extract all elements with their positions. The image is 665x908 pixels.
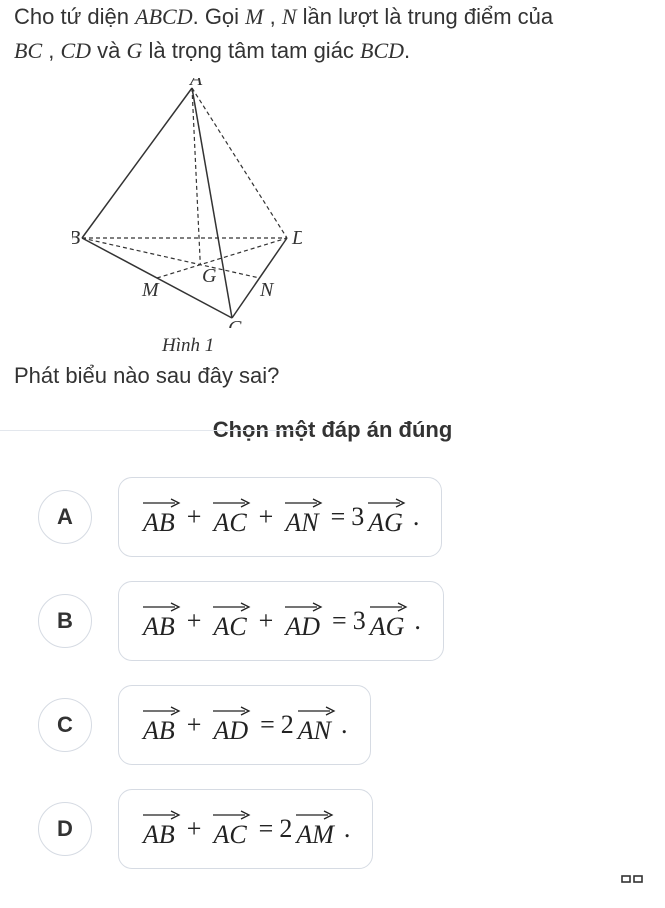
options-list: A AB + AC + AN = 3AG . B AB + AC + AD = … <box>14 477 651 869</box>
equals: = <box>331 502 346 532</box>
vector-AD: AD <box>285 600 320 642</box>
text: , <box>42 38 60 63</box>
triangle-BCD: BCD <box>360 38 404 63</box>
vector-AN: AN <box>298 704 331 746</box>
text: và <box>91 38 126 63</box>
equals: = <box>259 814 274 844</box>
label-D: D <box>291 227 302 249</box>
text: Cho tứ diện <box>14 4 135 29</box>
point-M: M <box>245 4 263 29</box>
label-B: B <box>72 227 80 249</box>
vector-AG: AG <box>370 600 405 642</box>
segment-CD: CD <box>60 38 91 63</box>
vector-AG: AG <box>368 496 403 538</box>
label-N: N <box>259 279 275 301</box>
segment-BC: BC <box>14 38 42 63</box>
option-D-button[interactable]: D <box>38 802 92 856</box>
vector-AN: AN <box>285 496 318 538</box>
plus: + <box>187 814 202 844</box>
label-A: A <box>188 78 203 90</box>
option-C-button[interactable]: C <box>38 698 92 752</box>
grid-icon[interactable] <box>621 875 645 898</box>
period: . <box>414 606 421 636</box>
label-G: G <box>202 265 217 287</box>
vector-AC: AC <box>213 496 246 538</box>
text: , <box>264 4 282 29</box>
option-A-button[interactable]: A <box>38 490 92 544</box>
vector-AB: AB <box>143 808 175 850</box>
option-C-row: C AB + AD = 2AN . <box>38 685 651 765</box>
option-D-equation[interactable]: AB + AC = 2AM . <box>118 789 373 869</box>
text: lần lượt là trung điểm của <box>297 4 554 29</box>
period: . <box>413 502 420 532</box>
question-text: Phát biểu nào sau đây sai? <box>14 363 651 389</box>
text: . Gọi <box>193 4 246 29</box>
text: . <box>404 38 410 63</box>
coefficient: 2 <box>281 710 294 740</box>
plus: + <box>187 606 202 636</box>
option-A-equation[interactable]: AB + AC + AN = 3AG . <box>118 477 442 557</box>
text: là trọng tâm tam giác <box>142 38 360 63</box>
figure-caption: Hình 1 <box>162 335 651 357</box>
point-N: N <box>282 4 297 29</box>
label-M: M <box>141 279 160 301</box>
plus: + <box>259 606 274 636</box>
plus: + <box>259 502 274 532</box>
problem-statement: Cho tứ diện ABCD. Gọi M , N lần lượt là … <box>14 0 651 68</box>
option-D-row: D AB + AC = 2AM . <box>38 789 651 869</box>
point-G: G <box>127 38 143 63</box>
vector-AC: AC <box>213 808 246 850</box>
coefficient: 3 <box>353 606 366 636</box>
option-B-button[interactable]: B <box>38 594 92 648</box>
tetrahedron-name: ABCD <box>135 4 192 29</box>
plus: + <box>187 710 202 740</box>
plus: + <box>187 502 202 532</box>
label-C: C <box>228 317 242 328</box>
vector-AD: AD <box>213 704 248 746</box>
vector-AC: AC <box>213 600 246 642</box>
coefficient: 3 <box>351 502 364 532</box>
vector-AB: AB <box>143 704 175 746</box>
tetrahedron-figure: A B D C M N G Hình 1 <box>72 78 651 357</box>
equals: = <box>332 606 347 636</box>
figure-svg: A B D C M N G <box>72 78 302 328</box>
option-C-equation[interactable]: AB + AD = 2AN . <box>118 685 371 765</box>
equals: = <box>260 710 275 740</box>
vector-AB: AB <box>143 496 175 538</box>
period: . <box>341 710 348 740</box>
option-B-equation[interactable]: AB + AC + AD = 3AG . <box>118 581 444 661</box>
vector-AB: AB <box>143 600 175 642</box>
choose-prompt: Chọn một đáp án đúng <box>14 417 651 443</box>
coefficient: 2 <box>279 814 292 844</box>
vector-AM: AM <box>296 808 334 850</box>
period: . <box>344 814 351 844</box>
option-B-row: B AB + AC + AD = 3AG . <box>38 581 651 661</box>
option-A-row: A AB + AC + AN = 3AG . <box>38 477 651 557</box>
